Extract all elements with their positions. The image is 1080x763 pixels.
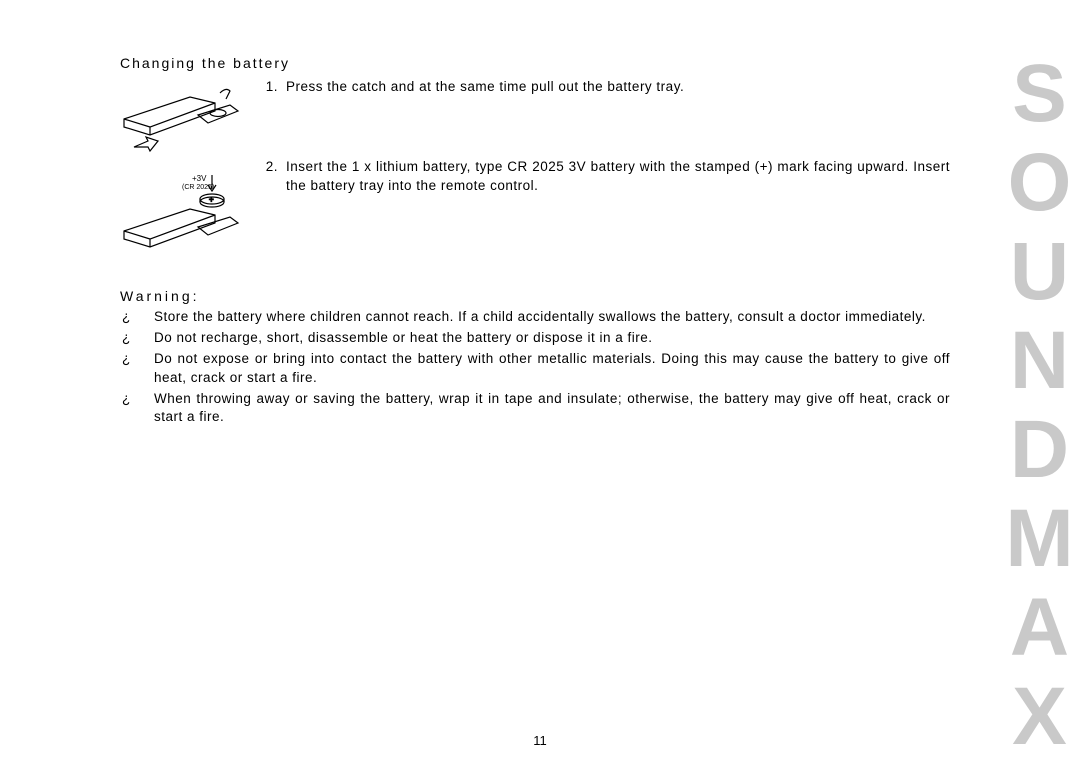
battery-voltage-label: +3V	[192, 174, 207, 183]
warning-item: ¿ Do not expose or bring into contact th…	[120, 350, 950, 388]
warning-item: ¿ When throwing away or saving the batte…	[120, 390, 950, 428]
brand-watermark: SOUNDMAX	[1004, 48, 1074, 760]
step-text: Press the catch and at the same time pul…	[286, 77, 950, 97]
steps-list: 1. Press the catch and at the same time …	[260, 77, 950, 196]
warning-heading: Warning:	[120, 288, 950, 304]
warning-list: ¿ Store the battery where children canno…	[120, 308, 950, 427]
warning-item: ¿ Do not recharge, short, disassemble or…	[120, 329, 950, 348]
page-number: 11	[0, 733, 1080, 748]
battery-diagram: +3V (CR 2025) +	[120, 77, 260, 266]
bullet-mark: ¿	[120, 390, 154, 428]
step-item: 1. Press the catch and at the same time …	[260, 77, 950, 97]
bullet-mark: ¿	[120, 308, 154, 327]
section-heading: Changing the battery	[120, 55, 950, 71]
warning-item: ¿ Store the battery where children canno…	[120, 308, 950, 327]
warning-text: Do not recharge, short, disassemble or h…	[154, 329, 950, 348]
step-number: 1.	[260, 77, 286, 97]
warning-text: When throwing away or saving the battery…	[154, 390, 950, 428]
warning-text: Do not expose or bring into contact the …	[154, 350, 950, 388]
step-number: 2.	[260, 157, 286, 196]
bullet-mark: ¿	[120, 350, 154, 388]
step-text: Insert the 1 x lithium battery, type CR …	[286, 157, 950, 196]
warning-text: Store the battery where children cannot …	[154, 308, 950, 327]
svg-text:+: +	[209, 195, 214, 204]
steps-row: +3V (CR 2025) +	[120, 77, 950, 266]
bullet-mark: ¿	[120, 329, 154, 348]
step-item: 2. Insert the 1 x lithium battery, type …	[260, 157, 950, 196]
